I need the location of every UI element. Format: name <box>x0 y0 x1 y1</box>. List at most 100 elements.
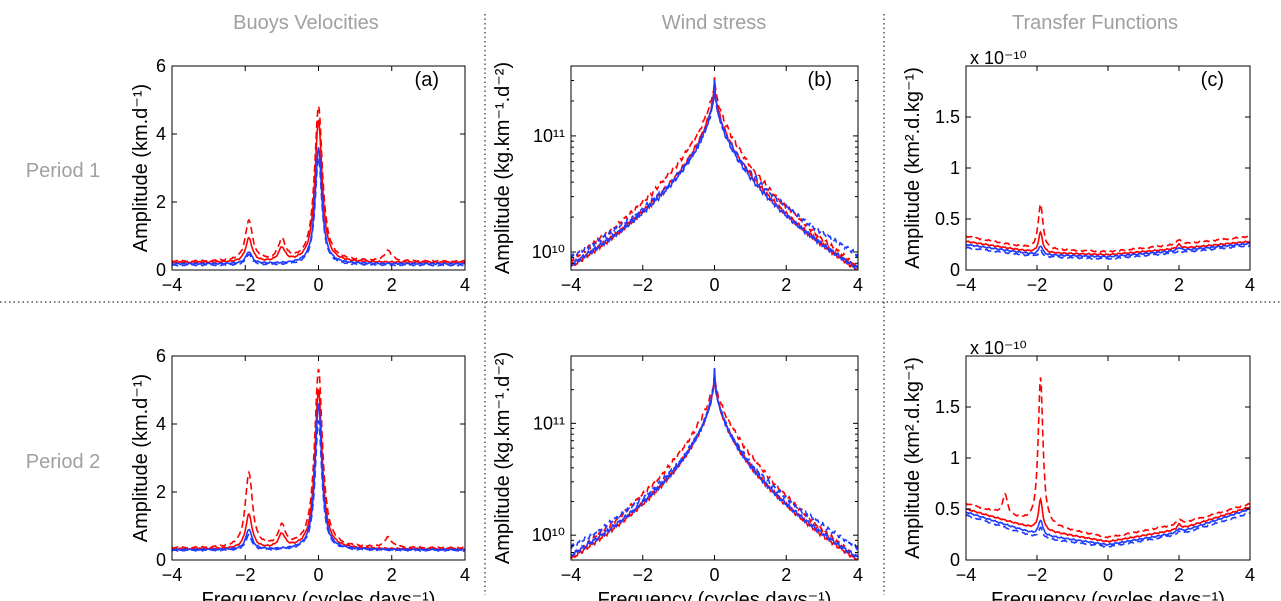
y-axis-label-p1c: Amplitude (km².d.kg⁻¹) <box>902 67 924 269</box>
x-tick-label-p1a: 2 <box>387 275 397 295</box>
y-tick-label-p1c: 1 <box>950 158 960 178</box>
axes-box-p1a <box>171 65 466 271</box>
x-tick-label-p1c: −2 <box>1027 275 1048 295</box>
series-line-p2c-0 <box>966 377 1250 539</box>
series-line-p2b-2 <box>571 367 858 559</box>
series-line-p2c-1 <box>966 496 1250 544</box>
x-tick-label-p1a: 0 <box>313 275 323 295</box>
series-line-p1a-3 <box>172 157 465 267</box>
series-line-p2c-2 <box>966 507 1250 547</box>
y-tick-label-p2a: 0 <box>156 550 166 570</box>
x-tick-label-p2a: −4 <box>162 565 183 585</box>
exponent-label-p1c: x 10⁻¹⁰ <box>970 48 1027 68</box>
x-axis-label-p2b: Frequency (cycles.days⁻¹) <box>598 589 832 601</box>
y-tick-label-p2a: 2 <box>156 482 166 502</box>
series-line-p2c-3 <box>966 512 1250 548</box>
y-tick-label-p1c: 0.5 <box>935 209 960 229</box>
x-tick-label-p2c: 2 <box>1174 565 1184 585</box>
column-title-buoys: Buoys Velocities <box>233 12 379 34</box>
series-line-p2a-3 <box>172 420 465 553</box>
x-tick-label-p1a: −4 <box>162 275 183 295</box>
series-line-p2a-1 <box>172 389 465 551</box>
x-tick-label-p2b: 4 <box>853 565 863 585</box>
series-line-p1c-2 <box>966 242 1250 259</box>
series-line-p1a-0 <box>172 106 465 263</box>
x-tick-label-p1b: −4 <box>561 275 582 295</box>
y-axis-label-p2a: Amplitude (km.d⁻¹) <box>130 374 152 542</box>
panel-p1b: −4 −2 0 2 4 10¹⁰ 10¹¹ Amplitude (kg.km⁻¹.d⁻²) (b… <box>492 62 863 295</box>
y-axis-label-p1a: Amplitude (km.d⁻¹) <box>130 84 152 252</box>
x-tick-label-p1c: −4 <box>956 275 977 295</box>
x-tick-label-p2c: −2 <box>1027 565 1048 585</box>
x-axis-label-p2a: Frequency (cycles.days⁻¹) <box>202 589 436 601</box>
x-tick-label-p1c: 0 <box>1103 275 1113 295</box>
x-tick-label-p1b: 0 <box>709 275 719 295</box>
y-tick-label-p1b: 10¹⁰ <box>532 242 565 262</box>
panel-label-p1c: (c) <box>1201 69 1224 91</box>
series-line-p2a-2 <box>172 403 465 552</box>
series-line-p1b-2 <box>571 79 858 270</box>
x-tick-label-p1a: −2 <box>235 275 256 295</box>
series-line-p1a-2 <box>172 147 465 266</box>
x-tick-label-p2b: −4 <box>561 565 582 585</box>
exponent-label-p2c: x 10⁻¹⁰ <box>970 338 1027 358</box>
y-tick-label-p2c: 1.5 <box>935 397 960 417</box>
x-tick-label-p2a: 2 <box>387 565 397 585</box>
x-axis-label-p2c: Frequency (cycles.days⁻¹) <box>991 589 1225 601</box>
panel-label-p1a: (a) <box>415 69 439 91</box>
x-tick-label-p2b: 0 <box>709 565 719 585</box>
y-tick-label-p2c: 1 <box>950 448 960 468</box>
x-tick-label-p1b: 2 <box>781 275 791 295</box>
y-tick-label-p1a: 6 <box>156 56 166 76</box>
x-tick-label-p2c: 0 <box>1103 565 1113 585</box>
x-tick-label-p2a: −2 <box>235 565 256 585</box>
y-tick-label-p1a: 4 <box>156 124 166 144</box>
x-tick-label-p1b: 4 <box>853 275 863 295</box>
y-axis-label-p2b: Amplitude (kg.km⁻¹.d⁻²) <box>492 352 514 564</box>
series-line-p1b-0 <box>571 77 858 268</box>
row-label-period-1: Period 1 <box>26 160 101 182</box>
y-tick-label-p2b: 10¹⁰ <box>532 525 565 545</box>
series-line-p2a-0 <box>172 368 465 550</box>
panel-p1c: −4 −2 0 2 4 0 0.5 1 1.5 Amplitude (km².d.kg⁻¹) (c)… <box>902 48 1255 295</box>
panel-p2b: −4 −2 0 2 4 10¹⁰ 10¹¹ Amplitude (kg.km⁻¹.d⁻²) Fr… <box>492 352 863 601</box>
series-line-p1b-3 <box>571 81 858 260</box>
y-tick-label-p2b: 10¹¹ <box>533 413 565 433</box>
y-axis-label-p2c: Amplitude (km².d.kg⁻¹) <box>902 357 924 559</box>
y-tick-label-p1c: 1.5 <box>935 107 960 127</box>
axes-box-p2a <box>171 355 466 561</box>
series-line-p1c-3 <box>966 244 1250 261</box>
y-tick-label-p1c: 0 <box>950 260 960 280</box>
x-tick-label-p1a: 4 <box>460 275 470 295</box>
y-tick-label-p2c: 0.5 <box>935 499 960 519</box>
series-line-p1c-0 <box>966 201 1250 254</box>
panel-label-p1b: (b) <box>808 69 832 91</box>
y-tick-label-p2a: 4 <box>156 414 166 434</box>
x-tick-label-p2c: 4 <box>1245 565 1255 585</box>
series-line-p1b-1 <box>571 77 858 270</box>
x-tick-label-p2a: 0 <box>313 565 323 585</box>
column-title-transfer: Transfer Functions <box>1012 12 1178 34</box>
y-tick-label-p2a: 6 <box>156 346 166 366</box>
x-tick-label-p2a: 4 <box>460 565 470 585</box>
y-tick-label-p1a: 0 <box>156 260 166 280</box>
series-line-p2b-1 <box>571 370 858 560</box>
x-tick-label-p1c: 4 <box>1245 275 1255 295</box>
x-tick-label-p2b: 2 <box>781 565 791 585</box>
column-title-wind: Wind stress <box>662 12 766 34</box>
y-tick-label-p1b: 10¹¹ <box>533 126 565 146</box>
panel-p2c: −4 −2 0 2 4 0 0.5 1 1.5 Amplitude (km².d.kg⁻¹) Fre… <box>902 338 1255 601</box>
y-tick-label-p2c: 0 <box>950 550 960 570</box>
x-tick-label-p2b: −2 <box>632 565 653 585</box>
y-tick-label-p1a: 2 <box>156 192 166 212</box>
y-axis-label-p1b: Amplitude (kg.km⁻¹.d⁻²) <box>492 62 514 274</box>
row-label-period-2: Period 2 <box>26 451 101 473</box>
x-tick-label-p1b: −2 <box>632 275 653 295</box>
series-line-p2b-3 <box>571 369 858 551</box>
x-tick-label-p2c: −4 <box>956 565 977 585</box>
axes-box-p1c <box>965 65 1251 271</box>
